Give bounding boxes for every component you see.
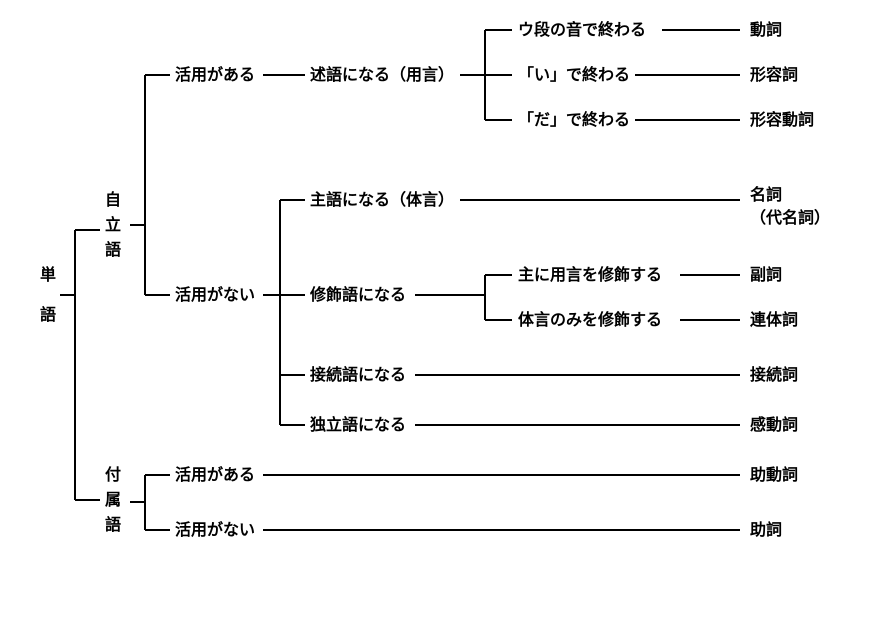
word-classification-tree: 単 語 自 立 語 付 属 語 活用がある 活用がない 活用がある 活用がない … xyxy=(0,0,877,621)
kandoushi-label: 感動詞 xyxy=(750,415,798,434)
joshi-label: 助詞 xyxy=(750,520,782,539)
taigen-shushoku-label: 体言のみを修飾する xyxy=(518,310,662,329)
setsuzokushi-label: 接続詞 xyxy=(750,365,798,384)
jiritsu-label: 自 立 語 xyxy=(105,190,125,259)
doushi-label: 動詞 xyxy=(750,20,782,39)
keiyoushi-label: 形容詞 xyxy=(750,65,798,84)
meishi-label: 名詞 xyxy=(750,185,782,204)
daimeishi-label: （代名詞） xyxy=(750,208,830,227)
shugo-label: 主語になる（体言） xyxy=(310,190,454,209)
fuzoku-katsuyou-nai: 活用がない xyxy=(175,520,255,539)
jutsugo-label: 述語になる（用言） xyxy=(310,65,454,84)
da-de-label: 「だ」で終わる xyxy=(518,110,630,129)
keiyoudoushi-label: 形容動詞 xyxy=(750,110,814,129)
fuzoku-katsuyou-ari: 活用がある xyxy=(175,465,255,484)
u-dan-label: ウ段の音で終わる xyxy=(518,20,646,39)
dokuritsugo-label: 独立語になる xyxy=(310,415,406,434)
fuzoku-label: 付 属 語 xyxy=(105,465,125,534)
root-label: 単 語 xyxy=(40,265,60,324)
setsuzokugo-label: 接続語になる xyxy=(310,365,406,384)
jiritsu-katsuyou-nai: 活用がない xyxy=(175,285,255,304)
jiritsu-katsuyou-ari: 活用がある xyxy=(175,65,255,84)
jodoushi-label: 助動詞 xyxy=(750,465,798,484)
fukushi-label: 副詞 xyxy=(750,265,782,284)
shushokugo-label: 修飾語になる xyxy=(309,285,406,304)
i-de-label: 「い」で終わる xyxy=(518,65,630,84)
rentaishi-label: 連体詞 xyxy=(750,310,798,329)
yougen-shushoku-label: 主に用言を修飾する xyxy=(518,265,662,284)
